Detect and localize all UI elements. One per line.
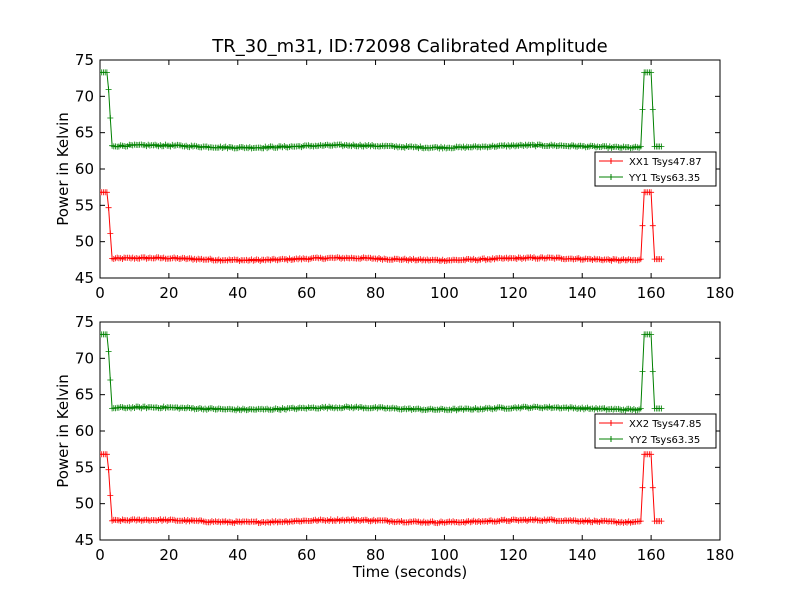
y-tick-label: 65 bbox=[75, 124, 94, 142]
marker-group bbox=[100, 69, 665, 152]
x-tick-label: 60 bbox=[297, 284, 316, 302]
y-axis-label: Power in Kelvin bbox=[54, 374, 72, 488]
x-tick-label: 180 bbox=[706, 284, 735, 302]
legend-marker bbox=[608, 420, 614, 426]
x-tick-label: 80 bbox=[366, 284, 385, 302]
series-markers-1 bbox=[100, 451, 665, 527]
legend-label: XX1 Tsys47.87 bbox=[629, 157, 702, 168]
chart-panel-bottom: 0 20 40 60 80 100 120 140 160 180 45 50 55 60 65 70 75 P… bbox=[54, 313, 734, 581]
x-tick-label: 80 bbox=[366, 546, 385, 564]
y-tick-label: 75 bbox=[75, 51, 94, 69]
legend-box bbox=[594, 413, 717, 449]
legend-marker bbox=[608, 174, 614, 180]
x-tick-label: 160 bbox=[637, 284, 666, 302]
legend-label: YY1 Tsys63.35 bbox=[628, 173, 700, 184]
series-line-2 bbox=[100, 71, 662, 150]
x-tick-label: 60 bbox=[297, 546, 316, 564]
x-tick-label: 100 bbox=[430, 546, 459, 564]
marker-group bbox=[100, 331, 665, 414]
x-tick-label: 120 bbox=[499, 546, 528, 564]
x-tick-label: 140 bbox=[568, 546, 597, 564]
series-markers-2 bbox=[100, 69, 665, 152]
y-tick-label: 75 bbox=[75, 313, 94, 331]
y-tick-label: 55 bbox=[75, 458, 94, 476]
legend-marker bbox=[608, 436, 614, 442]
series-line-2 bbox=[100, 333, 662, 411]
x-tick-label: 40 bbox=[228, 546, 247, 564]
y-tick-label: 45 bbox=[75, 531, 94, 549]
y-tick-label: 55 bbox=[75, 196, 94, 214]
x-tick-label: 0 bbox=[95, 546, 105, 564]
legend-label: YY2 Tsys63.35 bbox=[628, 435, 700, 446]
x-axis-label: Time (seconds) bbox=[352, 563, 468, 581]
marker-group bbox=[100, 189, 665, 264]
x-tick-label: 180 bbox=[706, 546, 735, 564]
chart-panel-top: TR_30_m31, ID:72098 Calibrated Amplitude… bbox=[54, 36, 734, 302]
y-tick-label: 50 bbox=[75, 495, 94, 513]
legend-box bbox=[594, 151, 717, 187]
y-tick-label: 60 bbox=[75, 160, 94, 178]
y-tick-label: 45 bbox=[75, 269, 94, 287]
x-tick-label: 140 bbox=[568, 284, 597, 302]
y-axis-label: Power in Kelvin bbox=[54, 112, 72, 226]
y-tick-label: 60 bbox=[75, 422, 94, 440]
series-line-1 bbox=[100, 191, 662, 262]
x-tick-label: 40 bbox=[228, 284, 247, 302]
x-tick-label: 20 bbox=[159, 284, 178, 302]
x-tick-label: 160 bbox=[637, 546, 666, 564]
x-tick-label: 20 bbox=[159, 546, 178, 564]
y-tick-label: 70 bbox=[75, 87, 94, 105]
series-markers-1 bbox=[100, 189, 665, 264]
y-tick-label: 70 bbox=[75, 349, 94, 367]
y-tick-label: 65 bbox=[75, 386, 94, 404]
legend-marker bbox=[608, 158, 614, 164]
legend-label: XX2 Tsys47.85 bbox=[629, 419, 702, 430]
marker-group bbox=[100, 451, 665, 527]
y-tick-label: 50 bbox=[75, 233, 94, 251]
x-tick-label: 0 bbox=[95, 284, 105, 302]
x-tick-label: 120 bbox=[499, 284, 528, 302]
x-tick-label: 100 bbox=[430, 284, 459, 302]
chart-title: TR_30_m31, ID:72098 Calibrated Amplitude bbox=[211, 36, 607, 57]
series-line-1 bbox=[100, 453, 662, 524]
series-markers-2 bbox=[100, 331, 665, 414]
